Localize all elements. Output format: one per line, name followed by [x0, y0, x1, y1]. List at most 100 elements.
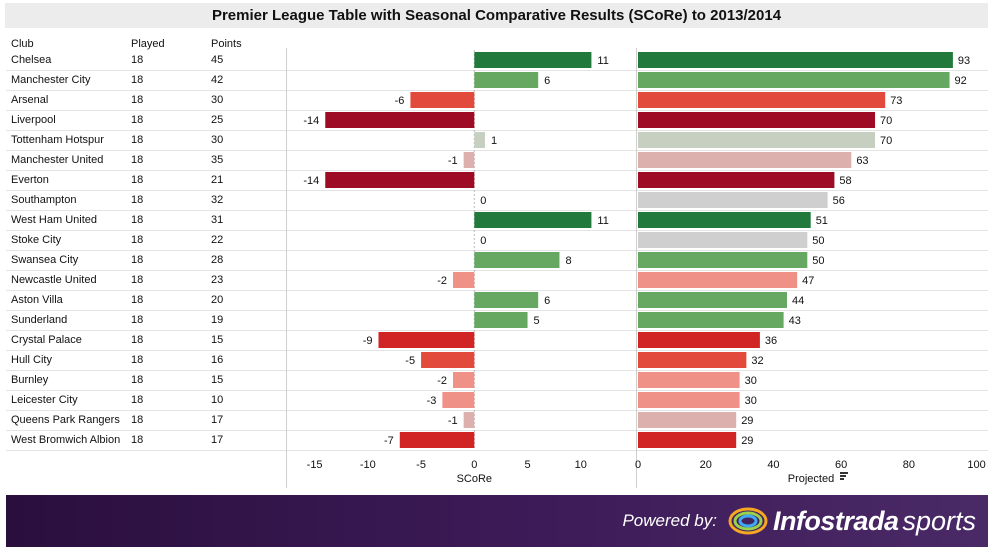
table-cell-points[interactable]: 45 [211, 54, 224, 66]
table-cell-points[interactable]: 19 [211, 314, 224, 326]
projected-value-label: 56 [833, 195, 845, 207]
table-cell-club[interactable]: Queens Park Rangers [11, 414, 120, 426]
table-cell-played[interactable]: 18 [131, 154, 144, 166]
column-header-points[interactable]: Points [211, 38, 242, 50]
score-axis-tick-label: -5 [416, 459, 426, 471]
table-cell-played[interactable]: 18 [131, 134, 144, 146]
score-axis-tick-label: -10 [360, 459, 376, 471]
table-cell-points[interactable]: 23 [211, 274, 224, 286]
table-cell-points[interactable]: 32 [211, 194, 224, 206]
table-cell-played[interactable]: 18 [131, 114, 144, 126]
score-axis-title: SCoRe [457, 473, 492, 485]
table-cell-played[interactable]: 18 [131, 214, 144, 226]
projected-value-label: 32 [751, 355, 763, 367]
table-cell-club[interactable]: Burnley [11, 374, 49, 386]
table-cell-played[interactable]: 18 [131, 294, 144, 306]
table-cell-club[interactable]: Crystal Palace [11, 334, 82, 346]
table-cell-points[interactable]: 15 [211, 374, 224, 386]
table-cell-club[interactable]: Hull City [11, 354, 52, 366]
sort-descending-icon[interactable] [840, 472, 848, 480]
projected-value-label: 36 [765, 335, 777, 347]
score-value-label: -1 [448, 415, 458, 427]
row-divider [6, 90, 988, 91]
table-cell-points[interactable]: 28 [211, 254, 224, 266]
table-cell-played[interactable]: 18 [131, 374, 144, 386]
table-cell-played[interactable]: 18 [131, 174, 144, 186]
table-cell-played[interactable]: 18 [131, 54, 144, 66]
table-cell-club[interactable]: Chelsea [11, 54, 52, 66]
column-header-club[interactable]: Club [11, 38, 34, 50]
row-divider [6, 410, 988, 411]
table-cell-played[interactable]: 18 [131, 334, 144, 346]
table-cell-played[interactable]: 18 [131, 194, 144, 206]
score-bar [325, 172, 475, 188]
table-cell-club[interactable]: Leicester City [11, 394, 78, 406]
table-cell-club[interactable]: Stoke City [11, 234, 62, 246]
score-value-label: -14 [303, 175, 319, 187]
score-bar [474, 212, 592, 228]
projected-value-label: 70 [880, 135, 892, 147]
table-cell-club[interactable]: Liverpool [11, 114, 56, 126]
table-cell-points[interactable]: 25 [211, 114, 224, 126]
table-cell-played[interactable]: 18 [131, 74, 144, 86]
score-value-label: 11 [597, 215, 608, 227]
table-cell-points[interactable]: 31 [211, 214, 224, 226]
projected-bar [638, 412, 737, 428]
table-cell-points[interactable]: 17 [211, 414, 224, 426]
table-cell-played[interactable]: 18 [131, 414, 144, 426]
table-cell-club[interactable]: Tottenham Hotspur [11, 134, 104, 146]
table-cell-club[interactable]: Aston Villa [11, 294, 63, 306]
table-cell-played[interactable]: 18 [131, 314, 144, 326]
brand-name-light: sports [902, 505, 976, 536]
table-cell-points[interactable]: 16 [211, 354, 224, 366]
table-cell-points[interactable]: 20 [211, 294, 224, 306]
row-divider [6, 150, 988, 151]
row-divider [6, 390, 988, 391]
table-cell-points[interactable]: 21 [211, 174, 224, 186]
powered-by-label: Powered by: [622, 511, 717, 530]
table-cell-played[interactable]: 18 [131, 274, 144, 286]
table-cell-points[interactable]: 22 [211, 234, 224, 246]
table-cell-played[interactable]: 18 [131, 434, 144, 446]
table-cell-played[interactable]: 18 [131, 254, 144, 266]
table-cell-points[interactable]: 15 [211, 334, 224, 346]
table-cell-club[interactable]: Manchester United [11, 154, 104, 166]
table-cell-club[interactable]: Arsenal [11, 94, 49, 106]
table-cell-points[interactable]: 30 [211, 94, 224, 106]
score-pane-left-border [286, 48, 287, 488]
table-cell-played[interactable]: 18 [131, 94, 144, 106]
score-bar [474, 292, 539, 308]
score-bar [474, 132, 485, 148]
table-cell-club[interactable]: Swansea City [11, 254, 79, 266]
projected-bar [638, 172, 835, 188]
table-cell-club[interactable]: West Bromwich Albion [11, 434, 121, 446]
table-cell-points[interactable]: 17 [211, 434, 224, 446]
table-cell-played[interactable]: 18 [131, 234, 144, 246]
table-cell-played[interactable]: 18 [131, 394, 144, 406]
table-cell-club[interactable]: Newcastle United [11, 274, 97, 286]
table-cell-club[interactable]: Sunderland [11, 314, 68, 326]
chart-title-bar: Premier League Table with Seasonal Compa… [5, 3, 988, 28]
score-bar [399, 432, 475, 448]
score-bar [442, 392, 475, 408]
table-cell-points[interactable]: 42 [211, 74, 224, 86]
score-value-label: -14 [303, 115, 319, 127]
row-divider [6, 190, 988, 191]
projected-value-label: 63 [856, 155, 868, 167]
score-value-label: 1 [491, 135, 497, 147]
table-cell-club[interactable]: Southampton [11, 194, 77, 206]
column-header-played[interactable]: Played [131, 38, 165, 50]
row-divider [6, 70, 988, 71]
table-cell-points[interactable]: 30 [211, 134, 224, 146]
score-value-label: 0 [480, 235, 486, 247]
projected-value-label: 30 [745, 395, 757, 407]
table-cell-club[interactable]: Everton [11, 174, 49, 186]
table-cell-played[interactable]: 18 [131, 354, 144, 366]
table-cell-club[interactable]: West Ham United [11, 214, 97, 226]
row-divider [6, 270, 988, 271]
row-divider [6, 110, 988, 111]
table-cell-points[interactable]: 35 [211, 154, 224, 166]
projected-value-label: 43 [789, 315, 801, 327]
table-cell-club[interactable]: Manchester City [11, 74, 91, 86]
table-cell-points[interactable]: 10 [211, 394, 224, 406]
